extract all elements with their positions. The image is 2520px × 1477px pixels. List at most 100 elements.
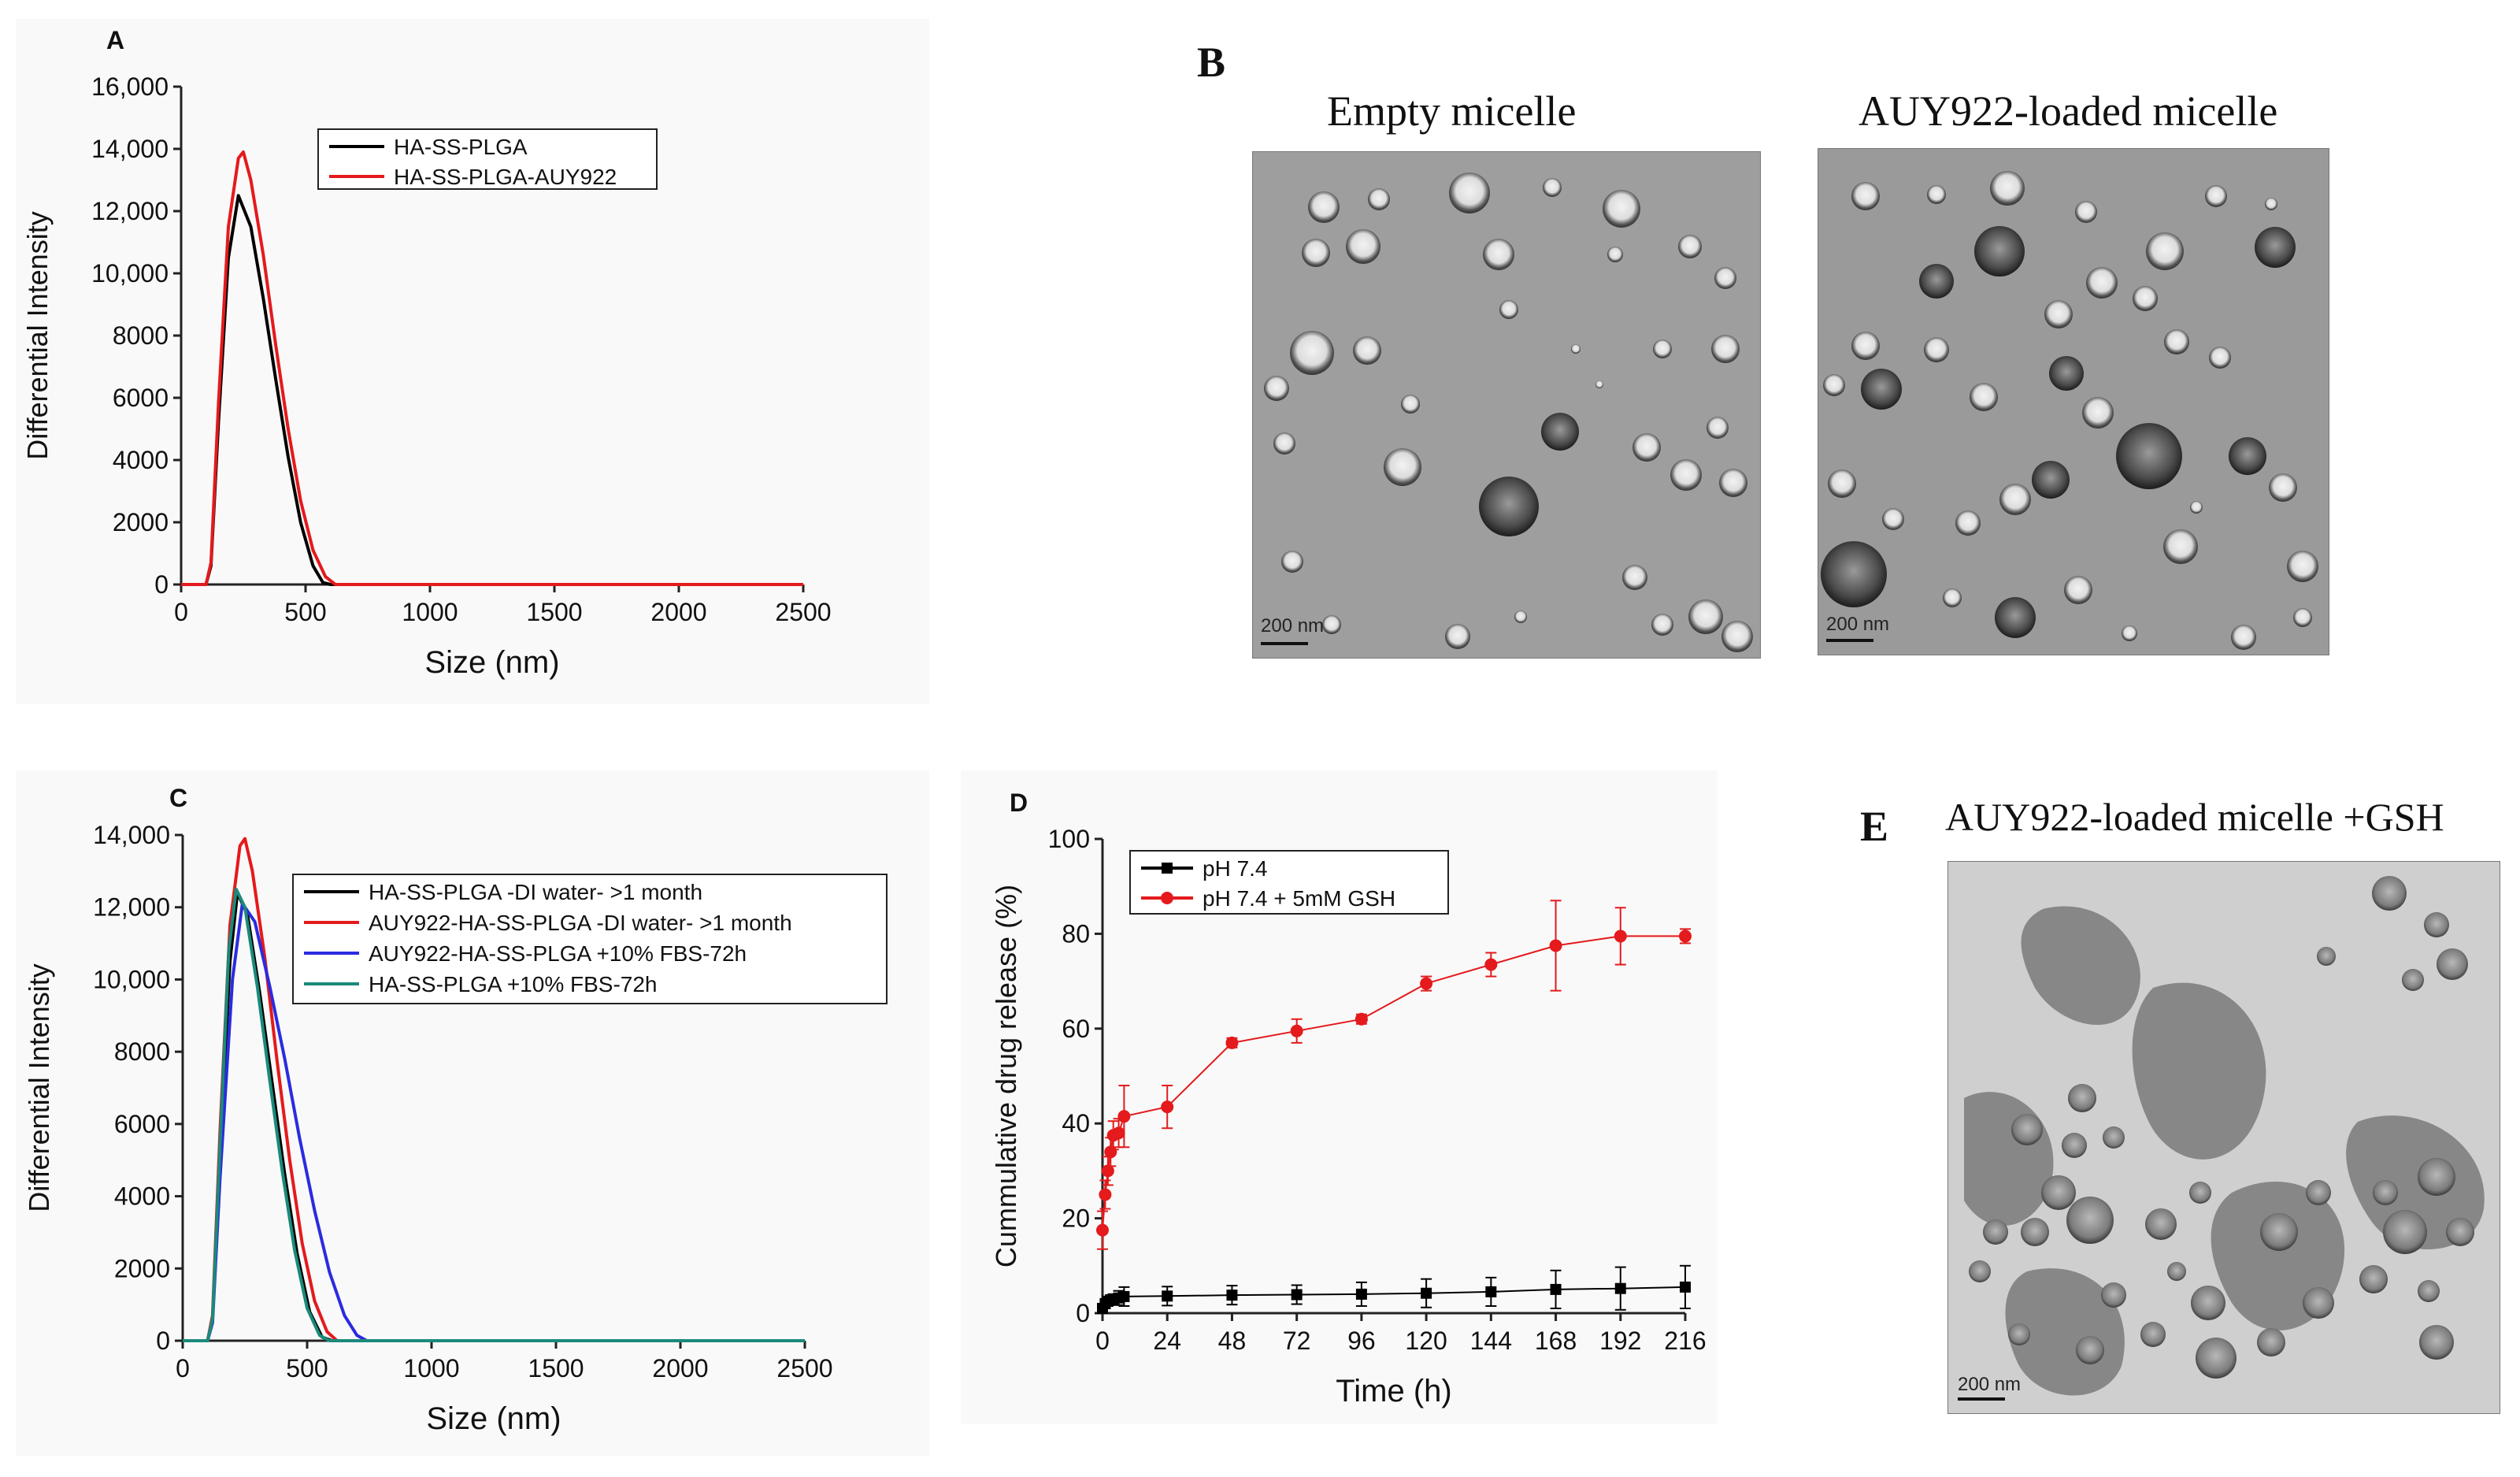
- scale-label-loaded: 200 nm: [1826, 614, 1890, 635]
- x-tick-label-C: 1500: [528, 1354, 584, 1382]
- x-tick-label-D: 192: [1599, 1327, 1641, 1355]
- tem-loaded-micelle-image: 200 nm: [1818, 148, 2329, 655]
- series-line-A-0: [181, 194, 803, 586]
- legend-box-A: [317, 128, 658, 190]
- legend-label-C: AUY922-HA-SS-PLGA +10% FBS-72h: [369, 941, 747, 966]
- y-tick-label-D: 20: [1062, 1204, 1090, 1233]
- data-point-D: [1161, 1100, 1174, 1114]
- panel-a-letter: A: [106, 26, 124, 54]
- y-tick-label-A: 0: [154, 570, 169, 599]
- y-tick-label-A: 4000: [113, 446, 169, 474]
- y-tick-label-C: 0: [156, 1327, 170, 1355]
- series-line-D-0: [1102, 1286, 1686, 1309]
- data-point-D: [1679, 930, 1692, 943]
- tem-gsh-micelle-image: 200 nm: [1947, 861, 2500, 1414]
- data-point-D: [1354, 1012, 1368, 1026]
- x-tick-label-A: 2000: [650, 598, 706, 626]
- x-axis-label-D: Time (h): [1336, 1374, 1451, 1408]
- data-point-D: [1420, 977, 1433, 990]
- x-tick-label-A: 0: [174, 598, 188, 626]
- legend-label-C: HA-SS-PLGA -DI water- >1 month: [369, 880, 702, 904]
- gsh-micelle-title: AUY922-loaded micelle +GSH: [1945, 795, 2444, 839]
- x-tick-label-C: 2000: [652, 1354, 708, 1382]
- x-tick-label-A: 500: [284, 598, 326, 626]
- series-line-A-1: [181, 150, 803, 586]
- series-line-C-3: [183, 887, 805, 1342]
- y-tick-label-D: 60: [1062, 1015, 1090, 1043]
- legend-marker-D: [1161, 892, 1173, 904]
- aggregate-patches: [1964, 906, 2485, 1396]
- data-point-D: [1550, 1283, 1562, 1295]
- legend-label-C: AUY922-HA-SS-PLGA -DI water- >1 month: [369, 911, 792, 935]
- micelle-particles: [1264, 173, 1753, 652]
- legend-label-A: HA-SS-PLGA-AUY922: [394, 165, 617, 189]
- data-point-D: [1117, 1110, 1131, 1123]
- y-axis-label-C: Differential Intensity: [23, 963, 55, 1212]
- scale-bar-loaded: [1826, 639, 1873, 642]
- x-axis-label-C: Size (nm): [426, 1401, 561, 1436]
- x-tick-label-C: 500: [286, 1354, 328, 1382]
- legend-label-C: HA-SS-PLGA +10% FBS-72h: [369, 972, 658, 996]
- data-point-D: [1099, 1188, 1112, 1201]
- legend-marker-D: [1162, 863, 1173, 874]
- x-tick-label-A: 1500: [526, 598, 582, 626]
- scale-label-gsh: 200 nm: [1958, 1374, 2022, 1395]
- y-tick-label-A: 2000: [113, 508, 169, 536]
- x-tick-label-D: 96: [1347, 1327, 1376, 1355]
- data-point-D: [1614, 930, 1627, 943]
- y-tick-label-C: 10,000: [93, 965, 170, 993]
- tem-empty-micelle-image: 200 nm: [1252, 151, 1761, 659]
- x-tick-label-C: 0: [176, 1354, 190, 1382]
- y-tick-label-A: 8000: [113, 321, 169, 350]
- y-axis-label-D: Cummulative drug release (%): [990, 885, 1022, 1267]
- legend-label-D: pH 7.4 + 5mM GSH: [1203, 886, 1395, 911]
- y-tick-label-D: 100: [1048, 825, 1090, 853]
- panel-c-letter: C: [169, 784, 187, 812]
- data-point-D: [1118, 1290, 1130, 1302]
- panel-b-letter: B: [1197, 39, 1226, 86]
- data-point-D: [1162, 1290, 1173, 1302]
- y-tick-label-D: 40: [1062, 1109, 1090, 1137]
- legend-label-A: HA-SS-PLGA: [394, 135, 528, 159]
- data-point-D: [1484, 958, 1498, 971]
- series-line-D-1: [1102, 935, 1685, 1230]
- x-tick-label-D: 120: [1405, 1327, 1447, 1355]
- data-point-D: [1614, 1282, 1626, 1294]
- data-point-D: [1355, 1288, 1367, 1300]
- x-tick-label-D: 0: [1095, 1327, 1110, 1355]
- scale-label-empty: 200 nm: [1261, 615, 1325, 636]
- x-tick-label-A: 2500: [775, 598, 831, 626]
- y-tick-label-C: 14,000: [93, 821, 170, 849]
- data-point-D: [1101, 1164, 1114, 1178]
- legend-box-D: [1129, 850, 1449, 915]
- x-tick-label-A: 1000: [402, 598, 458, 626]
- y-tick-label-C: 2000: [114, 1254, 170, 1282]
- x-tick-label-C: 2500: [776, 1354, 832, 1382]
- x-axis-label-A: Size (nm): [424, 645, 559, 680]
- y-tick-label-D: 0: [1076, 1299, 1090, 1327]
- data-point-D: [1226, 1290, 1238, 1301]
- data-point-D: [1549, 939, 1562, 952]
- x-tick-label-D: 24: [1153, 1327, 1181, 1355]
- x-tick-label-D: 216: [1664, 1327, 1706, 1355]
- data-point-D: [1290, 1024, 1303, 1037]
- y-tick-label-A: 16,000: [91, 72, 169, 101]
- y-tick-label-D: 80: [1062, 919, 1090, 948]
- data-point-D: [1680, 1281, 1691, 1293]
- y-tick-label-A: 12,000: [91, 197, 169, 225]
- y-tick-label-C: 4000: [114, 1182, 170, 1211]
- data-point-D: [1096, 1223, 1109, 1237]
- panel-d-letter: D: [1010, 789, 1028, 817]
- data-point-D: [1112, 1126, 1125, 1140]
- y-tick-label-A: 10,000: [91, 259, 169, 288]
- panel-e-letter: E: [1860, 803, 1889, 850]
- data-point-D: [1485, 1286, 1497, 1297]
- x-tick-label-D: 168: [1535, 1327, 1577, 1355]
- legend-box-C: [292, 874, 888, 1004]
- loaded-micelle-title: AUY922-loaded micelle: [1858, 87, 2278, 135]
- y-axis-label-A: Differential Intensity: [21, 211, 54, 460]
- data-point-D: [1291, 1289, 1303, 1301]
- data-point-D: [1421, 1287, 1432, 1299]
- empty-micelle-title: Empty micelle: [1327, 87, 1577, 135]
